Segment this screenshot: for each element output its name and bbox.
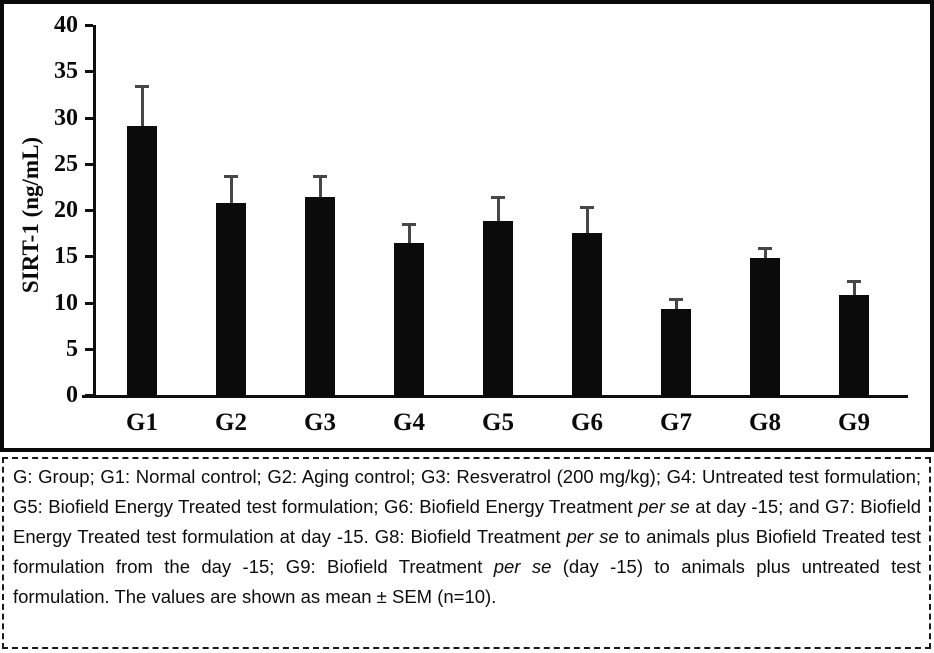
error-bar-cap-G2 <box>224 174 238 178</box>
caption-italic-segment: per se <box>566 526 619 547</box>
bar-G5 <box>483 221 513 397</box>
y-tick-mark <box>85 347 93 351</box>
x-tick-label-G4: G4 <box>393 409 425 436</box>
caption-segment: (day -15) to animals plus untreated test… <box>13 556 921 607</box>
y-tick-label: 25 <box>54 150 78 177</box>
error-bar-cap-G6 <box>580 206 594 210</box>
error-bar-cap-G9 <box>847 280 861 284</box>
caption-segment: G: Group; G1: Normal control; G2: Aging … <box>13 466 921 517</box>
error-bar-line-G7 <box>674 297 678 315</box>
error-bar-line-G6 <box>585 206 589 240</box>
caption-segment: at day -15; and G7: Biofield Energy Trea… <box>13 496 921 547</box>
x-tick-label-G2: G2 <box>215 409 247 436</box>
y-tick-mark <box>85 209 93 212</box>
bar-G3 <box>305 197 335 397</box>
error-bar-cap-G7 <box>669 297 683 301</box>
bar-G2 <box>216 202 246 397</box>
bar-G9 <box>839 295 869 397</box>
bar-G6 <box>572 233 602 397</box>
y-tick-mark <box>85 394 93 397</box>
error-bar-line-G5 <box>496 196 500 228</box>
x-tick-label-G3: G3 <box>304 409 336 436</box>
bar-G1 <box>127 125 157 397</box>
y-tick-label: 0 <box>66 382 78 408</box>
error-bar-cap-G5 <box>491 196 505 200</box>
caption-segment: to animals plus Biofield Treated test fo… <box>13 526 921 577</box>
caption-italic-segment: per se <box>493 556 552 577</box>
y-tick-mark <box>85 116 93 120</box>
bar-G7 <box>661 308 691 397</box>
x-tick-label-G7: G7 <box>660 409 692 436</box>
caption-text: G: Group; G1: Normal control; G2: Aging … <box>13 462 921 612</box>
y-tick-label: 5 <box>66 335 78 362</box>
sirt1-bar-chart-panel: SIRT-1 (ng/mL) 0 5 10 15 20 25 30 35 40 G1 G2 G3 G4 G… <box>0 0 934 452</box>
y-tick-label: 10 <box>54 289 78 316</box>
error-bar-line-G8 <box>763 247 767 265</box>
y-tick-mark <box>85 24 93 27</box>
y-tick-label: 30 <box>54 104 78 131</box>
y-tick-label: 35 <box>54 58 78 85</box>
y-tick-mark <box>85 255 93 259</box>
y-tick-label: 40 <box>54 12 78 38</box>
x-tick-label-G1: G1 <box>126 409 158 436</box>
y-tick-mark <box>85 70 93 74</box>
error-bar-line-G4 <box>407 222 411 250</box>
caption-box: G: Group; G1: Normal control; G2: Aging … <box>2 457 931 649</box>
error-bar-cap-G3 <box>313 174 327 178</box>
error-bar-cap-G1 <box>135 85 149 89</box>
error-bar-cap-G4 <box>402 222 416 226</box>
error-bar-line-G2 <box>229 174 233 209</box>
x-tick-label-G8: G8 <box>749 409 781 436</box>
x-tick-label-G5: G5 <box>482 409 514 436</box>
y-tick-mark <box>85 301 93 305</box>
bar-G8 <box>750 258 780 397</box>
y-axis-line <box>93 25 96 398</box>
error-bar-cap-G8 <box>758 247 772 250</box>
error-bar-line-G1 <box>140 85 144 132</box>
y-tick-label: 20 <box>54 197 78 223</box>
x-tick-label-G9: G9 <box>838 409 870 436</box>
error-bar-line-G3 <box>318 174 322 204</box>
bar-G4 <box>394 243 424 397</box>
y-tick-label: 15 <box>54 243 78 270</box>
error-bar-line-G9 <box>852 280 856 302</box>
y-tick-mark <box>85 162 93 166</box>
caption-italic-segment: per se <box>638 496 690 517</box>
plot-area: 0 5 10 15 20 25 30 35 40 G1 G2 G3 G4 G5 G6 G7 G8 G9 <box>4 4 930 448</box>
x-tick-label-G6: G6 <box>571 409 603 436</box>
